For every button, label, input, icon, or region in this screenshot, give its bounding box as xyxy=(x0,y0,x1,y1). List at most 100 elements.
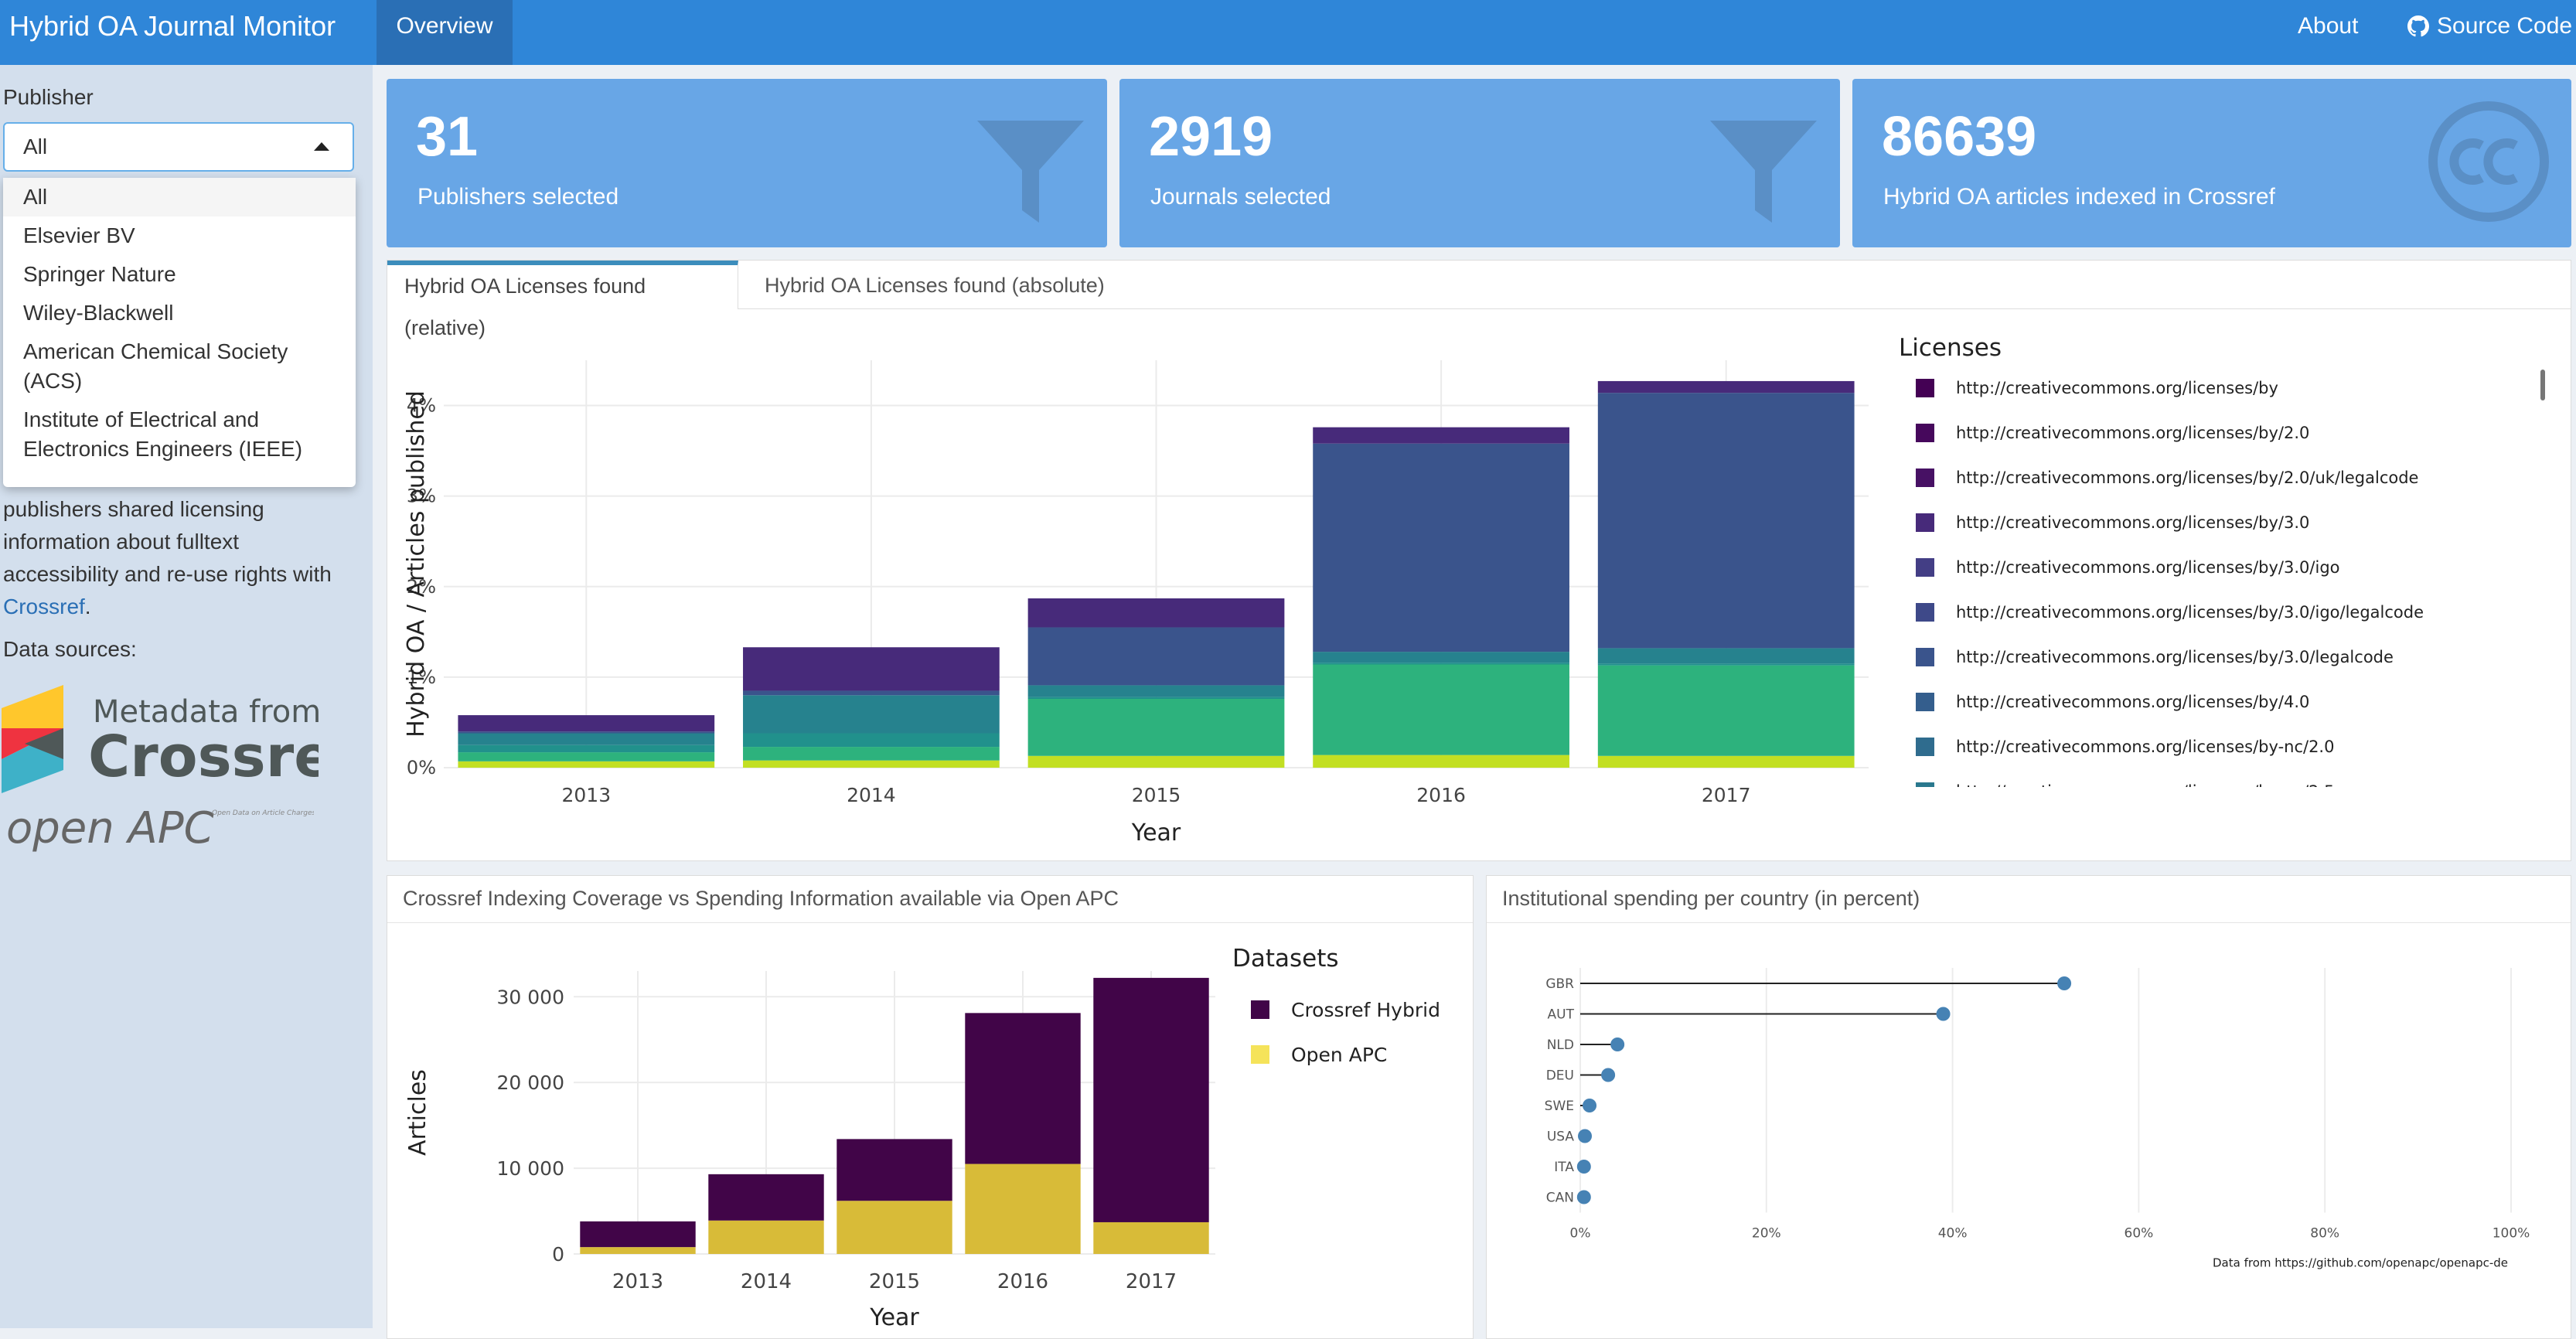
license-bar-segment xyxy=(743,647,1000,691)
license-bar-segment xyxy=(458,731,715,734)
github-icon xyxy=(2407,15,2429,37)
source-code-link[interactable]: Source Code xyxy=(2407,0,2572,53)
license-legend-item[interactable]: http://creativecommons.org/licenses/by/3… xyxy=(1916,507,2309,538)
x-axis-title: Year xyxy=(1131,819,1181,847)
x-tick-label: 2016 xyxy=(997,1270,1048,1293)
license-legend-item[interactable]: http://creativecommons.org/licenses/by-n… xyxy=(1916,731,2334,762)
publisher-label: Publisher xyxy=(3,85,94,109)
country-label: DEU xyxy=(1546,1068,1574,1084)
tab-relative[interactable]: Hybrid OA Licenses found (relative) xyxy=(387,261,738,339)
legend-label: http://creativecommons.org/licenses/by/3… xyxy=(1956,648,2394,666)
y-tick-label: 0 xyxy=(552,1243,564,1266)
dropdown-option[interactable]: All xyxy=(3,178,356,216)
license-legend-item[interactable]: http://creativecommons.org/licenses/by/3… xyxy=(1916,597,2424,628)
license-bar-segment xyxy=(1597,393,1855,649)
coverage-bar-segment xyxy=(1093,977,1209,1222)
tab-absolute[interactable]: Hybrid OA Licenses found (absolute) xyxy=(765,274,1105,297)
openapc-logo[interactable]: open APC Open Data on Article Charges xyxy=(5,804,314,858)
legend-swatch xyxy=(1916,693,1934,711)
license-legend-item[interactable]: http://creativecommons.org/licenses/by/3… xyxy=(1916,642,2394,673)
license-tabs: Hybrid OA Licenses found (relative) Hybr… xyxy=(387,261,2571,339)
license-bar-segment xyxy=(458,752,715,761)
license-bar-segment xyxy=(458,744,715,753)
country-label: CAN xyxy=(1546,1191,1574,1206)
tab-overview[interactable]: Overview xyxy=(377,0,513,65)
publishers-value-box: 31 Publishers selected xyxy=(387,79,1107,247)
dropdown-option[interactable]: American Chemical Society (ACS) xyxy=(23,339,288,393)
x-tick-label: 40% xyxy=(1938,1226,1968,1242)
country-label: GBR xyxy=(1545,976,1574,992)
legend-swatch xyxy=(1916,379,1934,397)
crossref-logo-yellow xyxy=(2,685,63,728)
license-legend-item[interactable]: http://creativecommons.org/licenses/by/4… xyxy=(1916,687,2309,717)
legend-scrollbar[interactable] xyxy=(2540,370,2545,400)
coverage-bar-segment xyxy=(580,1221,696,1248)
license-legend-item[interactable]: http://creativecommons.org/licenses/by/2… xyxy=(1916,417,2309,448)
license-bar-segment xyxy=(1313,755,1569,768)
country-label: USA xyxy=(1547,1129,1575,1145)
coverage-bar-segment xyxy=(837,1139,952,1201)
journals-count: 2919 xyxy=(1149,106,1273,168)
publisher-select[interactable]: All xyxy=(3,122,354,172)
lollipop-point xyxy=(2057,976,2072,990)
y-tick-label: 1% xyxy=(407,666,436,688)
license-bar-segment xyxy=(1027,697,1285,699)
x-tick-label: 0% xyxy=(1570,1226,1591,1242)
license-bar-segment xyxy=(743,695,1000,734)
license-bar-segment xyxy=(1313,427,1569,444)
openapc-tagline: Open Data on Article Charges xyxy=(212,809,314,817)
caret-up-icon xyxy=(314,142,329,151)
license-bar-segment xyxy=(1597,755,1855,768)
dropdown-option[interactable]: Wiley-Blackwell xyxy=(23,301,174,325)
journals-value-box: 2919 Journals selected xyxy=(1119,79,1840,247)
chart-caption: Data from https://github.com/openapc/ope… xyxy=(2213,1256,2508,1270)
license-bar-segment xyxy=(1027,698,1285,756)
legend-label: Crossref Hybrid xyxy=(1291,999,1440,1021)
coverage-panel-title: Crossref Indexing Coverage vs Spending I… xyxy=(403,887,1119,910)
legend-swatch xyxy=(1916,782,1934,787)
country-spending-chart: 0% 20% 40% 60% 80% 100% GBR AUT NLD DEU SWE USA ITA C… xyxy=(1545,968,2530,1270)
dropdown-option[interactable]: Elsevier BV xyxy=(23,223,135,247)
license-bar-segment xyxy=(1027,627,1285,686)
coverage-bar-segment xyxy=(580,1247,696,1254)
country-label: SWE xyxy=(1545,1099,1574,1114)
journals-label: Journals selected xyxy=(1150,184,1331,210)
y-axis-title: Articles xyxy=(404,1069,431,1156)
license-bar-segment xyxy=(1597,648,1855,664)
coverage-chart: 0 10 000 20 000 30 000 2013 2014 2015 2016 2017 Y… xyxy=(404,945,1440,1328)
legend-label: Open APC xyxy=(1291,1044,1387,1066)
x-axis-title: Year xyxy=(869,1304,919,1328)
x-tick-label: 100% xyxy=(2493,1226,2530,1242)
coverage-bar-segment xyxy=(1093,1221,1209,1254)
legend-swatch xyxy=(1251,1000,1269,1019)
license-bar-segment xyxy=(1597,665,1855,756)
about-link[interactable]: About xyxy=(2298,13,2359,39)
crossref-logo-blue xyxy=(2,759,63,793)
license-bar-segment xyxy=(1597,663,1855,666)
legend-label: http://creativecommons.org/licenses/by/2… xyxy=(1956,424,2310,442)
y-tick-label: 0% xyxy=(407,757,436,779)
legend-label: http://creativecommons.org/licenses/by/4… xyxy=(1956,693,2310,711)
crossref-logo-line1: Metadata from xyxy=(93,694,319,730)
legend-swatch xyxy=(1251,1045,1269,1064)
publishers-count: 31 xyxy=(416,106,479,168)
lollipop-point xyxy=(1936,1007,1951,1021)
license-legend[interactable]: http://creativecommons.org/licenses/by ht… xyxy=(1900,357,2550,787)
coverage-bar-segment xyxy=(837,1201,952,1254)
articles-count: 86639 xyxy=(1882,106,2037,168)
crossref-logo[interactable]: Metadata from Crossref xyxy=(2,685,319,793)
crossref-link[interactable]: Crossref xyxy=(3,595,85,618)
country-label: AUT xyxy=(1548,1007,1575,1023)
legend-label: http://creativecommons.org/licenses/by-n… xyxy=(1956,782,2334,787)
dropdown-option[interactable]: Institute of Electrical and Electronics … xyxy=(23,407,303,461)
data-sources-label: Data sources: xyxy=(3,637,137,661)
top-navbar: Hybrid OA Journal Monitor Overview About… xyxy=(0,0,2576,65)
app-title[interactable]: Hybrid OA Journal Monitor xyxy=(9,10,336,42)
license-legend-item[interactable]: http://creativecommons.org/licenses/by/2… xyxy=(1916,462,2418,493)
license-legend-item[interactable]: http://creativecommons.org/licenses/by-n… xyxy=(1916,776,2334,787)
legend-label: http://creativecommons.org/licenses/by/3… xyxy=(1956,513,2310,532)
dropdown-option[interactable]: Springer Nature xyxy=(23,262,176,286)
license-legend-item[interactable]: http://creativecommons.org/licenses/by/3… xyxy=(1916,552,2340,583)
coverage-bar-segment xyxy=(708,1220,824,1254)
license-legend-item[interactable]: http://creativecommons.org/licenses/by xyxy=(1916,373,2278,404)
